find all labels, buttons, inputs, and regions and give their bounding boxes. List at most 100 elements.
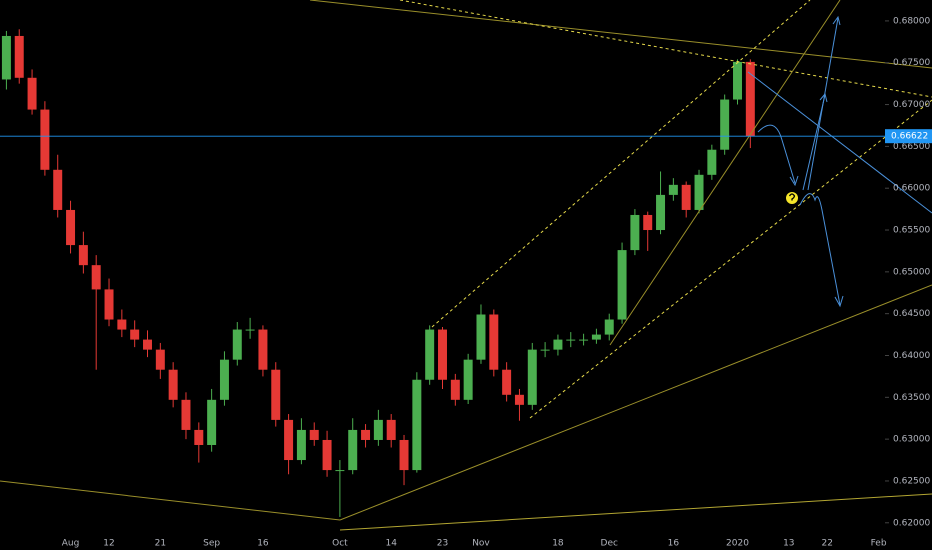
- candle-body: [502, 369, 512, 395]
- candle-body: [271, 369, 281, 420]
- arrow-head: [834, 295, 844, 308]
- overlay: 0.62000 0.62500 0.63000 0.63500 0.64000 0.645…: [0, 16, 932, 549]
- arrow-head: [789, 175, 799, 187]
- candle-body: [232, 329, 242, 360]
- question-icon: [786, 192, 798, 204]
- channel-line: [431, 0, 811, 328]
- candle-body: [322, 439, 332, 471]
- candle-body: [155, 349, 165, 370]
- y-tick-label: 0.67500: [893, 58, 930, 68]
- candle-body: [630, 214, 640, 251]
- candle-body: [168, 369, 178, 400]
- trend-line: [609, 0, 841, 346]
- candle-body: [207, 399, 217, 445]
- candle-body: [527, 349, 537, 405]
- candle-body: [130, 329, 140, 340]
- candle-body: [489, 314, 499, 370]
- x-tick-label: 16: [257, 539, 269, 549]
- candle-body: [733, 61, 742, 100]
- candle-body: [40, 109, 50, 170]
- candle-body: [194, 429, 204, 445]
- y-tick-label: 0.64000: [893, 351, 930, 361]
- x-tick-label: 23: [437, 539, 448, 549]
- y-tick-label: 0.63000: [893, 435, 930, 445]
- question-glyph: [788, 193, 796, 201]
- candle-body: [579, 339, 589, 341]
- candle-body: [463, 359, 473, 400]
- candle-body: [694, 174, 704, 210]
- x-tick-label: 13: [783, 539, 794, 549]
- candle-body: [476, 314, 486, 360]
- candle-body: [399, 439, 409, 471]
- x-tick-label: 18: [552, 539, 564, 549]
- candle-body: [707, 149, 717, 175]
- candle-body: [540, 349, 550, 351]
- y-tick-label: 0.66500: [893, 142, 930, 152]
- candle-body: [386, 419, 396, 440]
- x-tick-label: 16: [668, 539, 680, 549]
- candle-body: [78, 245, 88, 266]
- projection-arrow: [807, 17, 839, 191]
- last-price-label: 0.66622: [891, 132, 928, 142]
- candle-body: [450, 379, 460, 400]
- candle-body: [284, 419, 294, 461]
- x-tick-label: 2020: [726, 539, 749, 549]
- candle-body: [219, 359, 229, 400]
- candle-body: [335, 470, 345, 472]
- candle-body: [566, 339, 576, 341]
- candle-body: [27, 77, 37, 110]
- x-tick-label: 21: [155, 539, 166, 549]
- y-tick-label: 0.62000: [893, 518, 930, 528]
- trend-line: [339, 284, 932, 521]
- candle-body: [438, 329, 447, 380]
- candle-body: [66, 209, 76, 246]
- trend-line: [339, 493, 932, 531]
- candle-body: [1, 35, 11, 80]
- x-tick-label: 12: [103, 539, 114, 549]
- candle-body: [668, 184, 678, 195]
- candle-body: [181, 399, 191, 430]
- trend-line: [747, 71, 932, 214]
- channel-line: [529, 99, 932, 419]
- y-tick-label: 0.62500: [893, 476, 930, 486]
- candle-body: [309, 429, 319, 440]
- y-tick-label: 0.65500: [893, 226, 930, 236]
- x-tick-label: Oct: [332, 539, 348, 549]
- y-tick-label: 0.66000: [893, 184, 930, 194]
- x-tick-label: Nov: [472, 539, 490, 549]
- projection-arrow: [757, 124, 796, 184]
- candle-body: [373, 419, 383, 440]
- y-tick-label: 0.67000: [893, 100, 930, 110]
- candle-body: [681, 184, 691, 210]
- x-tick-label: 14: [385, 539, 397, 549]
- drawings: [0, 0, 932, 531]
- candle-body: [656, 194, 666, 231]
- candle-body: [553, 339, 563, 350]
- trend-line: [0, 480, 341, 521]
- candle-body: [348, 429, 358, 471]
- candle-body: [643, 214, 653, 231]
- candle-body: [412, 379, 422, 471]
- candle-body: [91, 265, 101, 290]
- trend-line: [309, 0, 932, 69]
- candle-body: [720, 99, 730, 150]
- y-tick-label: 0.63500: [893, 393, 930, 403]
- candle-body: [104, 289, 114, 320]
- candle-body: [296, 429, 306, 461]
- candle-body: [361, 429, 371, 440]
- candle-body: [591, 334, 601, 340]
- last-price-box: [885, 129, 932, 144]
- candle-body: [117, 319, 127, 330]
- candle-body: [258, 329, 268, 370]
- candle-body: [514, 394, 524, 405]
- candle-body: [143, 339, 152, 350]
- x-tick-label: Dec: [601, 539, 618, 549]
- x-tick-label: Feb: [871, 539, 887, 549]
- candle-body: [604, 319, 614, 335]
- candle-body: [14, 35, 24, 78]
- candles: [1, 29, 755, 517]
- x-tick-label: Sep: [203, 539, 220, 549]
- trend-line: [399, 0, 932, 98]
